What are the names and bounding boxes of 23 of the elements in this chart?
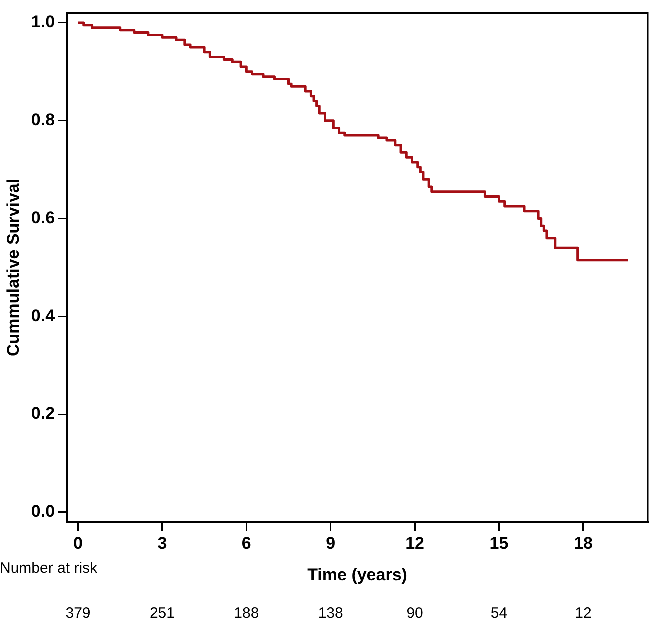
text: Number at risk	[0, 560, 98, 578]
x-tick-label: 18	[574, 534, 593, 554]
x-tick-label: 12	[406, 534, 425, 554]
x-axis-title: Time (years)	[308, 565, 408, 584]
y-tick-label: 0.2	[31, 404, 56, 424]
x-tick-label: 9	[326, 534, 336, 554]
x-tick-label: 6	[242, 534, 252, 554]
y-tick-label: 0.8	[31, 110, 56, 130]
text: 188	[234, 605, 260, 622]
text: 90	[406, 605, 424, 622]
y-tick-label: 0.0	[31, 502, 56, 522]
x-tick-label: 0	[74, 534, 83, 554]
x-tick-label: 15	[490, 534, 509, 554]
y-tick-label: 1.0	[31, 12, 56, 32]
x-tick-label: 3	[158, 534, 168, 554]
text: 138	[318, 605, 344, 622]
text: 251	[150, 605, 175, 622]
text: 379	[66, 605, 91, 622]
text: 12	[575, 605, 592, 622]
y-tick-label: 0.4	[31, 306, 56, 326]
y-tick-label: 0.6	[31, 208, 56, 228]
y-axis-title: Cummulative Survival	[4, 178, 23, 357]
text: 54	[490, 605, 508, 622]
